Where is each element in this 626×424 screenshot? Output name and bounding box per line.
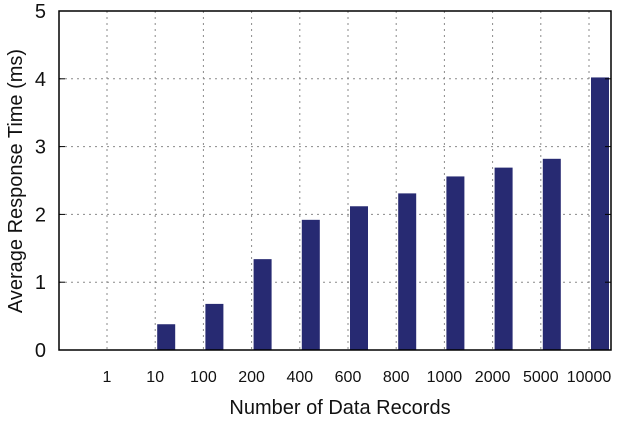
bar-400	[301, 219, 320, 350]
y-tick-label: 4	[35, 69, 46, 91]
x-tick-label: 100	[190, 369, 217, 386]
plot-frame	[58, 10, 612, 351]
x-tick-label: 5000	[523, 369, 559, 386]
bars	[157, 77, 609, 350]
x-tick-label: 1000	[427, 369, 463, 386]
bar-600	[350, 206, 368, 350]
bar-5000	[542, 158, 561, 350]
y-tick-label: 1	[35, 272, 46, 294]
y-tick-label: 2	[35, 204, 46, 226]
bar-10	[157, 324, 176, 350]
x-tick-label: 400	[286, 369, 313, 386]
y-tick-label: 3	[35, 137, 46, 159]
bar-10000	[591, 77, 609, 350]
y-tick-label: 0	[35, 340, 46, 362]
bar-800	[398, 193, 417, 350]
x-axis: 1 10 100 200 400 600 800 1000 2000 5000 10000	[103, 369, 612, 386]
x-tick-label: 2000	[475, 369, 511, 386]
x-axis-title: Number of Data Records	[229, 397, 450, 419]
y-tick-label: 5	[35, 1, 46, 23]
bar-200	[253, 259, 272, 350]
x-tick-label: 10	[146, 369, 164, 386]
x-tick-label: 200	[238, 369, 265, 386]
x-tick-label: 800	[383, 369, 410, 386]
y-axis-title: Average Response Time (ms)	[5, 49, 27, 313]
y-axis: 0 1 2 3 4 5	[35, 1, 611, 362]
bar-100	[205, 303, 224, 350]
x-tick-label: 10000	[567, 369, 612, 386]
bar-2000	[494, 167, 513, 350]
x-tick-label: 1	[103, 369, 112, 386]
x-tick-label: 600	[335, 369, 362, 386]
grid-lines	[59, 11, 611, 350]
bar-1000	[446, 176, 465, 350]
